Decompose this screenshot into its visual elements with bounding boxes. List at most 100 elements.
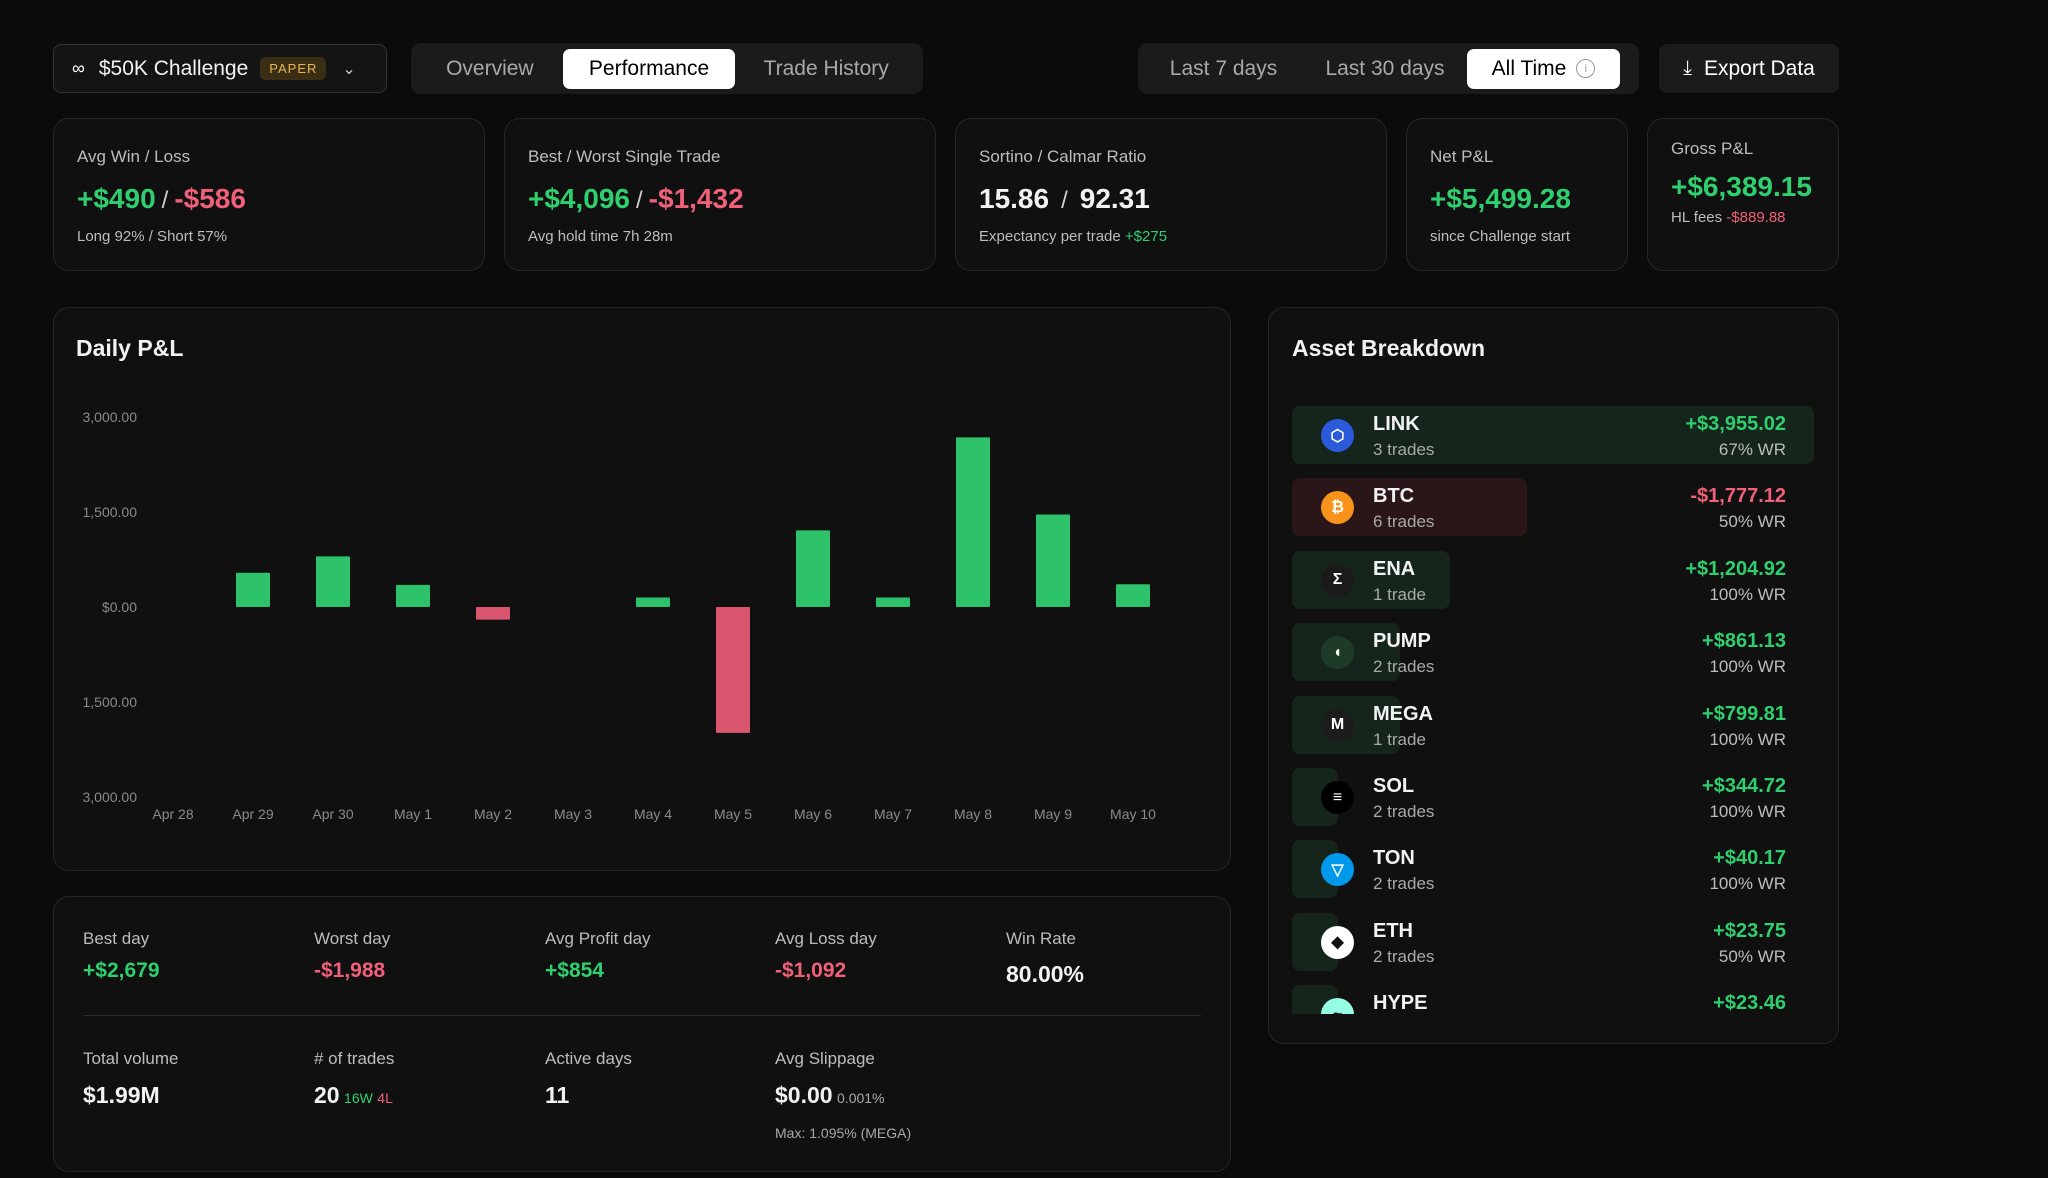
pnl-bar[interactable] [956,437,990,607]
x-tick-label: May 10 [1110,806,1156,822]
asset-row-hype[interactable]: ~ HYPE +$23.46 [1292,985,1786,1014]
separator: / [161,187,169,214]
worst-day-label: Worst day [314,929,391,948]
pnl-bar[interactable] [316,556,350,607]
kpi-net-pnl: Net P&L +$5,499.28 since Challenge start [1406,118,1628,271]
win-rate-value: 80.00% [1006,961,1085,987]
tab-performance[interactable]: Performance [562,48,736,89]
asset-row-ena[interactable]: Σ ENA 1 trade +$1,204.92 100% WR [1292,550,1786,609]
asset-row-btc[interactable]: ₿ BTC 6 trades -$1,777.12 50% WR [1292,478,1786,537]
asset-row-pump[interactable]: ◖ PUMP 2 trades +$861.13 100% WR [1292,623,1786,682]
pnl-bar[interactable] [476,607,510,620]
kpi-subtext: Expectancy per trade +$275 [979,228,1167,245]
asset-symbol: LINK [1373,413,1420,435]
asset-win-rate: 50% WR [1718,512,1786,532]
pnl-bar[interactable] [1036,514,1070,607]
bitcoin-icon: ₿ [1321,491,1354,525]
y-tick-label: $0.00 [102,599,137,615]
asset-symbol: MEGA [1373,702,1433,725]
asset-symbol: BTC [1373,485,1415,508]
asset-pnl: -$1,777.12 [1690,485,1786,508]
info-icon[interactable]: i [1576,59,1596,78]
wins-count: 16W [344,1090,373,1106]
asset-symbol: HYPE [1373,992,1428,1014]
x-tick-label: May 6 [794,806,832,822]
kpi-avg-win-loss: Avg Win / Loss +$490/-$586 Long 92% / Sh… [53,118,485,271]
kpi-value: +$490/-$586 [77,183,246,215]
asset-pnl: +$344.72 [1702,775,1786,797]
range-all-time-label: All Time [1491,56,1567,80]
range-all-time[interactable]: All Time i [1467,48,1620,89]
avg-win-value: +$490 [77,183,156,214]
pnl-bar[interactable] [636,597,670,608]
asset-list[interactable]: ⬡ LINK 3 trades +$3,955.02 67% WR ₿ BTC 6 trade… [1292,406,1814,1014]
chevron-down-icon: ⌄ [342,60,356,78]
kpi-subtext: since Challenge start [1430,228,1571,245]
total-volume-value: $1.99M [83,1082,160,1108]
asset-symbol: TON [1373,847,1415,870]
asset-row-eth[interactable]: ◆ ETH 2 trades +$23.75 50% WR [1292,912,1786,971]
pnl-bar[interactable] [876,597,910,608]
expectancy-value: +$275 [1124,228,1168,245]
pnl-bar[interactable] [716,607,750,733]
pnl-bar[interactable] [396,584,430,607]
download-icon: ⤓ [1683,57,1692,79]
asset-pnl: +$40.17 [1713,847,1786,870]
asset-trades: 2 trades [1373,946,1435,966]
account-selector[interactable]: ∞ $50K Challenge PAPER ⌄ [53,44,387,93]
time-range-selector: Last 7 days Last 30 days All Time i [1138,43,1639,94]
kpi-label: Net P&L [1430,147,1494,166]
best-day-value: +$2,679 [83,959,160,982]
export-data-button[interactable]: ⤓ Export Data [1659,44,1839,93]
gross-pnl-value: +$6,389.15 [1671,171,1812,202]
x-tick-label: Apr 30 [312,806,353,822]
x-tick-label: May 7 [874,806,912,822]
asset-win-rate: 100% WR [1709,874,1786,894]
kpi-value: 15.86 / 92.31 [979,183,1150,215]
x-tick-label: Apr 29 [232,806,273,822]
range-last-7-days[interactable]: Last 7 days [1169,56,1278,80]
asset-breakdown-title: Asset Breakdown [1292,335,1486,361]
tab-overview[interactable]: Overview [446,56,534,80]
asset-row-link[interactable]: ⬡ LINK 3 trades +$3,955.02 67% WR [1292,406,1814,464]
asset-symbol: PUMP [1373,630,1431,653]
asset-row-mega[interactable]: M MEGA 1 trade +$799.81 100% WR [1292,695,1786,754]
asset-win-rate: 100% WR [1709,729,1786,749]
avg-slippage-pct: 0.001% [837,1090,885,1106]
asset-trades: 1 trade [1373,729,1426,749]
avg-profit-day-value: +$854 [545,959,604,982]
separator: / [636,187,643,214]
ethereum-icon: ◆ [1321,925,1354,959]
best-trade-value: +$4,096 [528,183,630,214]
best-day-label: Best day [83,929,150,948]
kpi-sortino-calmar: Sortino / Calmar Ratio 15.86 / 92.31 Expec… [955,118,1387,271]
x-tick-label: May 8 [954,806,992,822]
kpi-label: Best / Worst Single Trade [528,147,721,166]
avg-profit-day-label: Avg Profit day [545,929,651,948]
x-tick-label: May 3 [554,806,592,822]
pnl-bar[interactable] [796,530,830,607]
asset-symbol: ENA [1373,557,1416,580]
fees-value: -$889.88 [1726,209,1786,226]
daily-stats-card [53,896,1231,1172]
ena-icon: Σ [1321,563,1354,597]
chart-title: Daily P&L [76,335,184,361]
tab-trade-history[interactable]: Trade History [763,56,889,80]
calmar-value: 92.31 [1079,183,1150,214]
avg-slippage-label: Avg Slippage [775,1049,875,1068]
kpi-subtext: HL fees -$889.88 [1671,209,1786,226]
hype-icon: ~ [1321,998,1354,1014]
total-volume-label: Total volume [83,1049,179,1068]
asset-win-rate: 100% WR [1709,657,1786,677]
asset-pnl: +$1,204.92 [1685,557,1786,580]
pnl-bar[interactable] [236,572,270,607]
avg-loss-day-value: -$1,092 [775,959,847,982]
asset-trades: 6 trades [1373,512,1435,532]
asset-row-sol[interactable]: ≡ SOL 2 trades +$344.72 100% WR [1292,768,1786,826]
pnl-bar[interactable] [1116,584,1150,607]
active-days-value: 11 [545,1082,570,1108]
mega-icon: M [1321,708,1354,742]
asset-row-ton[interactable]: ▽ TON 2 trades +$40.17 100% WR [1292,840,1786,899]
range-last-30-days[interactable]: Last 30 days [1325,56,1445,80]
x-tick-label: May 9 [1034,806,1072,822]
